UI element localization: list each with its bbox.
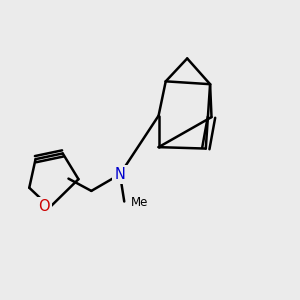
Text: Me: Me — [130, 196, 148, 209]
Text: N: N — [115, 167, 125, 182]
Text: O: O — [38, 199, 50, 214]
